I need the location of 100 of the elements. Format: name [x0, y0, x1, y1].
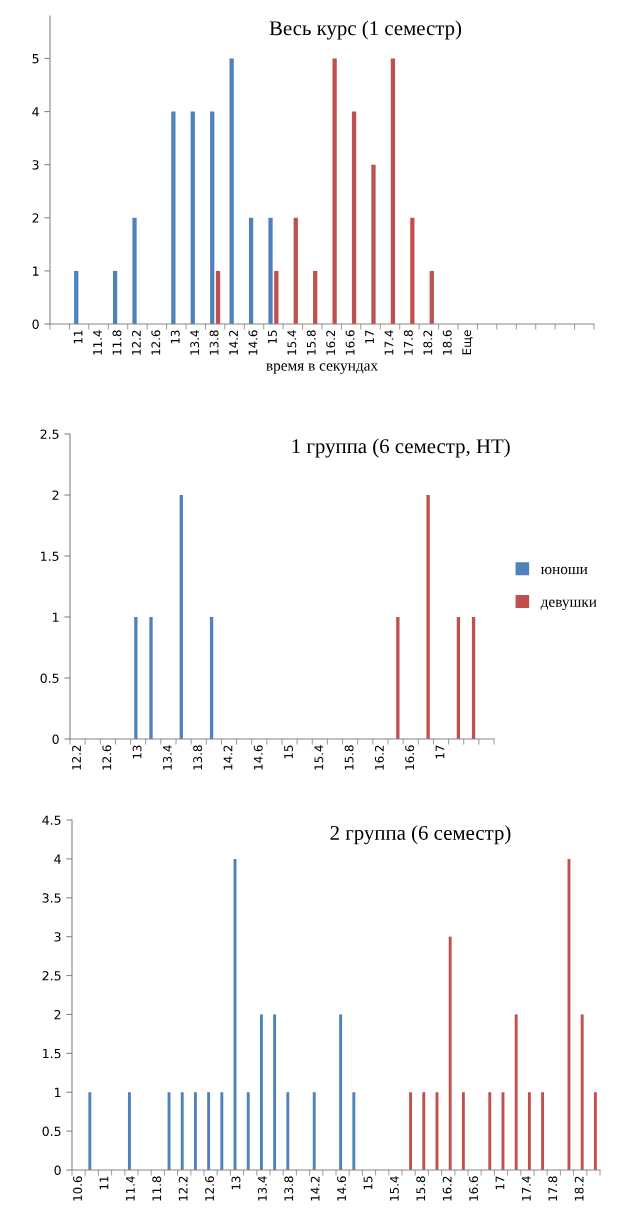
x-tick-label: 15: [284, 745, 293, 759]
x-tick-label: 11.8: [152, 1176, 162, 1201]
bar: [371, 164, 376, 324]
x-tick-label: 11.4: [93, 330, 102, 355]
x-tick-label: 16.2: [326, 330, 336, 355]
x-tick-label: 13.8: [209, 330, 219, 355]
bar: [180, 1092, 184, 1170]
x-tick-label: 13.4: [162, 745, 172, 770]
y-tick-label: 1.5: [43, 1048, 61, 1059]
x-tick-label: 16.6: [345, 330, 355, 355]
bar: [488, 1092, 492, 1170]
x-tick-label: 14.6: [248, 330, 258, 355]
bar: [190, 111, 195, 324]
bar: [193, 1092, 197, 1170]
bar: [273, 1014, 277, 1170]
y-tick-label: 1: [55, 1087, 61, 1097]
bar: [248, 217, 254, 324]
bar: [352, 1092, 356, 1170]
bar: [461, 1092, 465, 1170]
x-tick-label: 13.8: [193, 745, 203, 770]
x-tick-label: 10.6: [73, 1176, 83, 1201]
bar: [229, 58, 234, 324]
y-tick-label: 2.5: [42, 971, 61, 981]
y-tick-label: 0: [54, 1165, 61, 1175]
y-tick-label: 2: [32, 213, 39, 223]
bar: [274, 270, 279, 324]
bar: [422, 1092, 426, 1170]
x-tick-label: 17.8: [548, 1176, 558, 1201]
x-tick-label: 11.4: [126, 1176, 135, 1201]
x-tick-label: 17.4: [522, 1176, 531, 1201]
bar: [88, 1092, 92, 1170]
x-tick-label: 12.6: [151, 330, 161, 355]
x-tick-label: 17: [495, 1176, 505, 1190]
y-tick-label: 5: [32, 54, 39, 64]
x-tick-label: 15: [268, 330, 277, 344]
x-tick-label: 16.2: [442, 1176, 452, 1201]
bar: [207, 1092, 211, 1170]
bar: [293, 217, 298, 324]
x-tick-label: 15.4: [390, 1176, 399, 1201]
bar: [351, 111, 357, 324]
bar: [246, 1092, 250, 1170]
x-tick-label: 12.6: [205, 1176, 215, 1201]
bar: [313, 270, 318, 324]
x-axis-title: время в секундах: [266, 363, 378, 374]
bar: [220, 1092, 224, 1170]
bar: [429, 270, 434, 324]
x-tick-label: 12.6: [102, 745, 112, 770]
x-tick-label: 15.8: [344, 745, 354, 770]
x-tick-label: 11: [99, 1176, 109, 1190]
bar: [112, 270, 118, 324]
x-tick-label: 14.6: [253, 745, 263, 770]
bar: [410, 217, 415, 324]
x-tick-label: 18.2: [423, 330, 433, 355]
bar: [268, 217, 273, 324]
bar: [312, 1092, 316, 1170]
y-tick-label: 4: [54, 854, 61, 864]
y-tick-label: 2: [54, 1009, 61, 1020]
x-tick-label: Еще: [462, 330, 473, 355]
bar: [171, 111, 176, 324]
bar: [332, 58, 337, 324]
x-tick-label: 16.2: [374, 745, 384, 770]
y-tick-label: 0: [32, 319, 39, 329]
bar: [390, 58, 396, 324]
chart-title: 2 группа (6 семестр): [330, 825, 511, 845]
bar: [593, 1092, 597, 1170]
chart-title: 1 группа (6 семестр, НТ): [292, 438, 510, 458]
x-tick-label: 18.6: [442, 330, 452, 355]
x-tick-label: 14.2: [229, 330, 238, 355]
bar: [527, 1092, 531, 1170]
bar: [132, 217, 137, 324]
x-tick-label: 15.8: [306, 330, 316, 355]
y-tick-label: 1: [33, 266, 39, 276]
x-tick-label: 13: [231, 1176, 241, 1190]
chart-title: Весь курс (1 семестр): [269, 20, 462, 40]
bar: [541, 1092, 545, 1170]
legend-label: юноши: [540, 566, 588, 575]
x-tick-label: 14.6: [337, 1176, 347, 1201]
x-tick-label: 15.4: [314, 745, 324, 770]
y-tick-label: 1.5: [41, 551, 59, 561]
x-tick-label: 13.4: [190, 330, 200, 355]
x-tick-label: 13.4: [257, 1176, 267, 1201]
bar: [286, 1092, 290, 1170]
x-tick-label: 13: [132, 745, 142, 759]
bar: [210, 111, 215, 324]
y-tick-label: 3: [32, 160, 39, 170]
x-tick-label: 15.8: [416, 1176, 426, 1201]
y-tick-label: 4: [32, 107, 39, 117]
x-tick-label: 11.8: [112, 330, 122, 355]
bar: [448, 936, 452, 1170]
y-tick-label: 3.5: [42, 893, 61, 903]
x-tick-label: 15.4: [287, 330, 297, 355]
bar: [409, 1092, 413, 1170]
bar: [215, 270, 221, 324]
bar: [74, 270, 79, 324]
x-tick-label: 17: [365, 330, 374, 344]
x-tick-label: 17.4: [384, 330, 394, 355]
x-tick-label: 15: [363, 1176, 373, 1190]
y-tick-label: 4.5: [42, 815, 61, 825]
x-tick-label: 11: [73, 330, 83, 344]
y-tick-label: 0.5: [42, 1126, 61, 1137]
